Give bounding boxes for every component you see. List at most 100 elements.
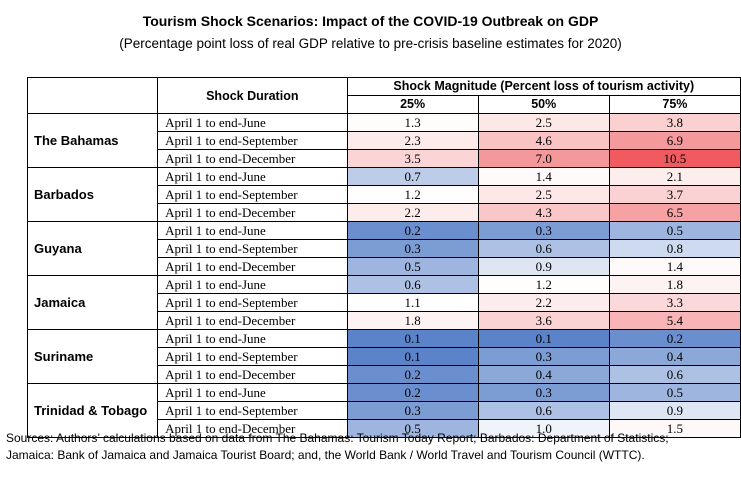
heatmap-cell: 0.5 (346, 257, 479, 276)
heatmap-cell: 2.5 (477, 113, 610, 132)
sources-line-2: Jamaica: Bank of Jamaica and Jamaica Tou… (6, 448, 645, 462)
heatmap-cell: 0.6 (608, 365, 741, 384)
heatmap-cell: 2.2 (346, 203, 479, 222)
heatmap-cell: 0.1 (346, 347, 479, 366)
table-row: April 1 to end-December 0.5 0.9 1.4 (28, 257, 741, 276)
table-row: April 1 to end-December 1.8 3.6 5.4 (28, 311, 741, 330)
period-label: April 1 to end-September (157, 131, 348, 150)
heatmap-cell: 0.4 (608, 347, 741, 366)
table-row: Trinidad & Tobago April 1 to end-June 0.2 0… (26, 383, 741, 438)
heatmap-cell: 0.7 (346, 167, 479, 186)
heatmap-cell: 3.6 (477, 311, 610, 330)
heatmap-cell: 4.3 (477, 203, 610, 222)
heatmap-cell: 0.3 (477, 221, 610, 240)
heatmap-cell: 1.4 (608, 257, 741, 276)
header-row: Shock Duration Shock Magnitude (Percent … (26, 77, 741, 114)
heatmap-cell: 0.6 (477, 401, 610, 420)
heatmap-cell: 0.2 (346, 221, 479, 240)
heatmap-cell: 2.5 (477, 185, 610, 204)
table-row: April 1 to end-December 2.2 4.3 6.5 (28, 203, 741, 222)
country-label: Suriname (26, 329, 159, 384)
header-blank-cell (26, 77, 159, 114)
heatmap-cell: 0.3 (346, 239, 479, 258)
period-label: April 1 to end-December (157, 203, 348, 222)
heatmap-cell: 2.3 (346, 131, 479, 150)
table-row: April 1 to end-September 2.3 4.6 6.9 (28, 131, 741, 150)
heatmap-cell: 0.5 (608, 221, 741, 240)
heatmap-cell: 6.5 (608, 203, 741, 222)
heatmap-cell: 4.6 (477, 131, 610, 150)
heatmap-cell: 0.3 (477, 347, 610, 366)
heatmap-cell: 0.2 (346, 365, 479, 384)
period-label: April 1 to end-December (157, 311, 348, 330)
heatmap-cell: 2.1 (608, 167, 741, 186)
heatmap-cell: 2.2 (477, 293, 610, 312)
table-row: Barbados April 1 to end-June 0.7 1.4 2.1 (26, 167, 741, 222)
period-label: April 1 to end-December (157, 419, 348, 438)
sources-line-1: Sources: Authors’ calculations based on … (6, 431, 669, 445)
heatmap-cell: 0.5 (608, 383, 741, 402)
heatmap-cell: 0.2 (608, 329, 741, 348)
table-row: April 1 to end-September 0.3 0.6 0.9 (28, 401, 741, 420)
table-row: Guyana April 1 to end-June 0.2 0.3 0.5 (26, 221, 741, 276)
table-row: April 1 to end-December 0.5 1.0 1.5 (28, 419, 741, 438)
period-label: April 1 to end-September (157, 401, 348, 420)
header-col-75: 75% (608, 95, 741, 114)
heatmap-cell: 0.3 (346, 401, 479, 420)
heatmap-cell: 1.4 (477, 167, 610, 186)
period-label: April 1 to end-June (157, 275, 348, 294)
table-row: Jamaica April 1 to end-June 0.6 1.2 1.8 (26, 275, 741, 330)
heatmap-cell: 0.6 (477, 239, 610, 258)
heatmap-cell: 3.7 (608, 185, 741, 204)
period-label: April 1 to end-September (157, 239, 348, 258)
heatmap-cell: 0.1 (477, 329, 610, 348)
heatmap-cell: 1.8 (608, 275, 741, 294)
heatmap-cell: 0.4 (477, 365, 610, 384)
period-label: April 1 to end-September (157, 347, 348, 366)
period-label: April 1 to end-December (157, 365, 348, 384)
heatmap-cell: 0.5 (346, 419, 479, 438)
table-row: April 1 to end-September 1.2 2.5 3.7 (28, 185, 741, 204)
heatmap-cell: 0.8 (608, 239, 741, 258)
period-label: April 1 to end-June (157, 221, 348, 240)
period-label: April 1 to end-December (157, 149, 348, 168)
country-label: Jamaica (26, 275, 159, 330)
chart-subtitle: (Percentage point loss of real GDP relat… (119, 36, 622, 51)
table-row: The Bahamas April 1 to end-June 1.3 2.5 3.8 (26, 113, 741, 168)
heatmap-cell: 0.2 (346, 383, 479, 402)
heatmap-cell: 1.0 (477, 419, 610, 438)
heatmap-table: Shock Duration Shock Magnitude (Percent … (26, 77, 741, 438)
heatmap-cell: 1.1 (346, 293, 479, 312)
heatmap-cell: 7.0 (477, 149, 610, 168)
country-label: Guyana (26, 221, 159, 276)
sources-note: Sources: Authors’ calculations based on … (6, 430, 741, 464)
header-shock-magnitude: Shock Magnitude (Percent loss of tourism… (346, 77, 741, 96)
period-label: April 1 to end-June (157, 329, 348, 348)
heatmap-cell: 1.2 (346, 185, 479, 204)
period-label: April 1 to end-December (157, 257, 348, 276)
heatmap-cell: 1.5 (608, 419, 741, 438)
heatmap-cell: 3.5 (346, 149, 479, 168)
heatmap-cell: 3.3 (608, 293, 741, 312)
header-col-50: 50% (477, 95, 610, 114)
period-label: April 1 to end-June (157, 113, 348, 132)
period-label: April 1 to end-September (157, 185, 348, 204)
table-row: April 1 to end-September 1.1 2.2 3.3 (28, 293, 741, 312)
heatmap-cell: 1.8 (346, 311, 479, 330)
heatmap-cell: 6.9 (608, 131, 741, 150)
heatmap-cell: 0.9 (608, 401, 741, 420)
country-label: Barbados (26, 167, 159, 222)
heatmap-cell: 5.4 (608, 311, 741, 330)
heatmap-cell: 3.8 (608, 113, 741, 132)
heatmap-cell: 0.6 (346, 275, 479, 294)
heatmap-cell: 0.9 (477, 257, 610, 276)
chart-title: Tourism Shock Scenarios: Impact of the C… (142, 13, 599, 29)
period-label: April 1 to end-June (157, 167, 348, 186)
period-label: April 1 to end-September (157, 293, 348, 312)
heatmap-cell: 0.3 (477, 383, 610, 402)
heatmap-cell: 1.3 (346, 113, 479, 132)
table-row: Suriname April 1 to end-June 0.1 0.1 0.2 (26, 329, 741, 384)
header-col-25: 25% (346, 95, 479, 114)
heatmap-cell: 0.1 (346, 329, 479, 348)
heatmap-cell: 10.5 (608, 149, 741, 168)
